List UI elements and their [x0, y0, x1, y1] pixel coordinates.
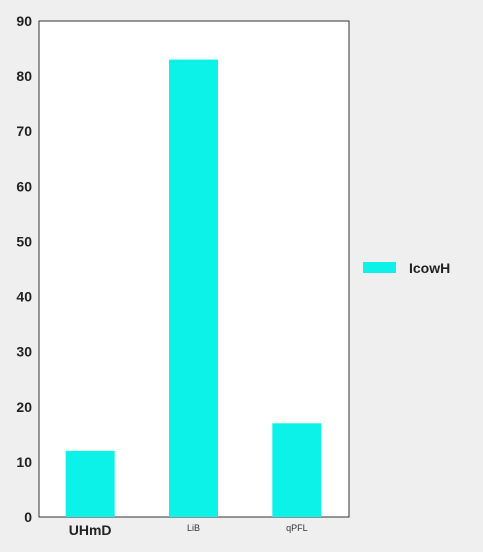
y-tick-label: 80	[16, 68, 32, 84]
bar-lib	[169, 59, 218, 517]
legend-label: IcowH	[409, 260, 450, 276]
y-tick-label: 10	[16, 454, 32, 470]
legend: IcowH	[363, 260, 450, 276]
bars-group	[65, 59, 322, 517]
legend-swatch	[363, 262, 396, 273]
y-tick-label: 30	[16, 344, 32, 360]
y-tick-label: 60	[16, 178, 32, 194]
y-tick-label: 90	[16, 13, 32, 29]
x-axis-labels: UHmD LiB qPFL	[69, 522, 308, 538]
y-tick-label: 0	[24, 509, 32, 525]
x-tick-label: qPFL	[286, 523, 308, 533]
y-tick-label: 50	[16, 233, 32, 249]
bar-uhmd	[65, 450, 115, 517]
x-tick-label: UHmD	[69, 522, 112, 538]
bar-qpfl	[272, 423, 322, 517]
y-tick-label: 40	[16, 289, 32, 305]
y-tick-label: 20	[16, 399, 32, 415]
y-axis-ticks: 0 10 20 30 40 50 60 70 80 90	[16, 13, 32, 525]
x-tick-label: LiB	[187, 523, 200, 533]
y-tick-label: 70	[16, 123, 32, 139]
